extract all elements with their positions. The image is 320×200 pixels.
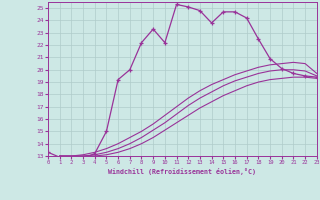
X-axis label: Windchill (Refroidissement éolien,°C): Windchill (Refroidissement éolien,°C) [108, 168, 256, 175]
